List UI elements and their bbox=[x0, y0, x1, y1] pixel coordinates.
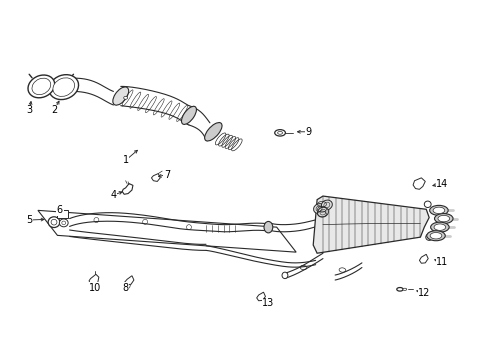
Bar bbox=[57, 210, 68, 217]
Text: 12: 12 bbox=[418, 288, 431, 297]
Ellipse shape bbox=[314, 204, 324, 213]
Ellipse shape bbox=[53, 78, 74, 96]
Polygon shape bbox=[313, 196, 429, 253]
Polygon shape bbox=[413, 178, 425, 189]
Text: 1: 1 bbox=[122, 156, 129, 165]
Polygon shape bbox=[122, 184, 133, 194]
Polygon shape bbox=[257, 292, 266, 301]
Ellipse shape bbox=[32, 78, 50, 95]
Text: 9: 9 bbox=[305, 127, 312, 137]
Text: 5: 5 bbox=[26, 215, 33, 225]
Polygon shape bbox=[419, 254, 428, 263]
Ellipse shape bbox=[430, 205, 448, 215]
Ellipse shape bbox=[123, 96, 127, 99]
Ellipse shape bbox=[49, 75, 78, 100]
Text: 4: 4 bbox=[110, 190, 117, 200]
Ellipse shape bbox=[427, 231, 445, 241]
Polygon shape bbox=[124, 276, 134, 285]
Ellipse shape bbox=[62, 221, 66, 225]
Ellipse shape bbox=[48, 217, 60, 228]
Ellipse shape bbox=[28, 75, 55, 98]
Ellipse shape bbox=[275, 130, 286, 136]
Text: 13: 13 bbox=[262, 298, 274, 308]
Text: 8: 8 bbox=[122, 283, 129, 293]
Ellipse shape bbox=[205, 122, 222, 141]
Ellipse shape bbox=[431, 222, 449, 232]
Ellipse shape bbox=[430, 233, 442, 239]
Text: 7: 7 bbox=[164, 170, 170, 180]
Ellipse shape bbox=[278, 131, 283, 134]
Ellipse shape bbox=[321, 200, 332, 210]
Ellipse shape bbox=[59, 219, 68, 227]
Ellipse shape bbox=[403, 288, 407, 291]
Polygon shape bbox=[151, 174, 160, 181]
Text: 14: 14 bbox=[436, 179, 448, 189]
Ellipse shape bbox=[264, 221, 273, 233]
Ellipse shape bbox=[51, 219, 57, 225]
Ellipse shape bbox=[397, 288, 403, 291]
Ellipse shape bbox=[318, 207, 328, 217]
Ellipse shape bbox=[435, 213, 453, 224]
Ellipse shape bbox=[113, 87, 129, 105]
Ellipse shape bbox=[181, 106, 196, 125]
Text: 2: 2 bbox=[51, 105, 57, 115]
Text: 3: 3 bbox=[26, 105, 33, 115]
Ellipse shape bbox=[434, 224, 446, 230]
Text: 11: 11 bbox=[436, 257, 448, 267]
Ellipse shape bbox=[282, 272, 288, 279]
Ellipse shape bbox=[438, 215, 450, 222]
Text: 6: 6 bbox=[57, 205, 63, 215]
Ellipse shape bbox=[433, 207, 445, 213]
Text: 10: 10 bbox=[89, 283, 101, 293]
Polygon shape bbox=[89, 274, 99, 284]
